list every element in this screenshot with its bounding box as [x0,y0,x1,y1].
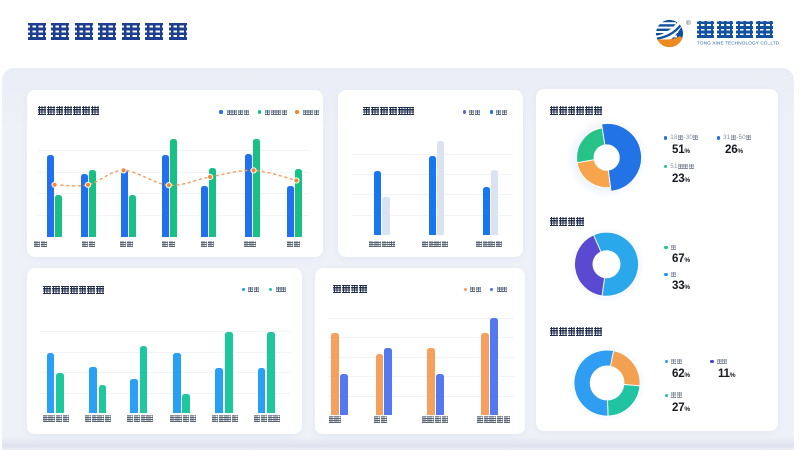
svg-text:®: ® [686,19,691,27]
